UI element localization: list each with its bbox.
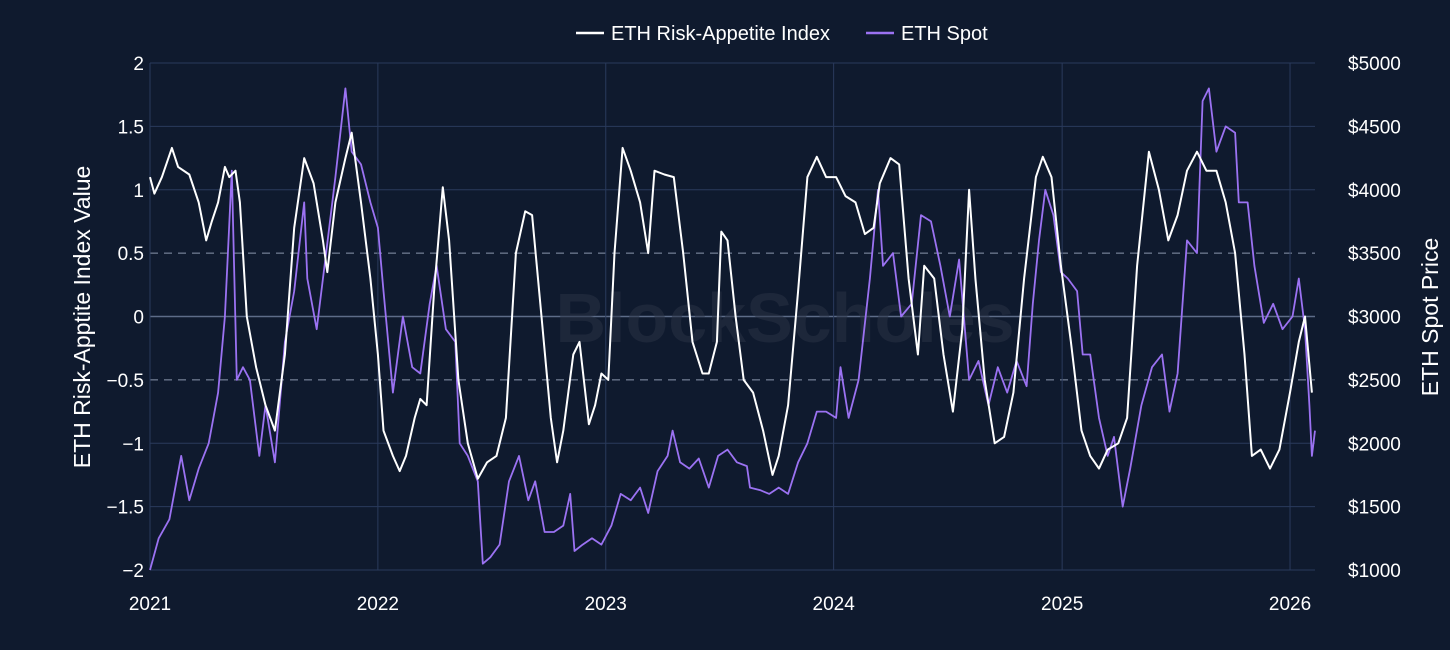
x-tick-label: 2022 [357, 594, 399, 615]
left-tick-label: −2 [122, 561, 144, 582]
left-tick-label: 1 [133, 181, 144, 202]
right-tick-label: $3500 [1348, 244, 1401, 265]
right-tick-label: $2000 [1348, 434, 1401, 455]
legend-label-eth-spot: ETH Spot [901, 23, 988, 45]
series-layer [149, 87, 1316, 571]
left-tick-label: −1 [122, 434, 144, 455]
right-axis: $1000 $1500 $2000 $2500 $3000 $3500 $4000 $4500… [1348, 54, 1401, 582]
right-tick-label: $2500 [1348, 371, 1401, 392]
left-axis: −2 −1.5 −1 −0.5 0 0.5 1 1.5 2 [106, 54, 144, 582]
left-tick-label: 1.5 [118, 117, 144, 138]
x-axis: 2021 2022 2023 2024 2025 2026 [129, 594, 1311, 615]
right-tick-label: $4000 [1348, 181, 1401, 202]
legend: ETH Risk-Appetite Index ETH Spot [576, 23, 988, 45]
right-tick-label: $1500 [1348, 498, 1401, 519]
left-tick-label: −0.5 [106, 371, 144, 392]
watermark: BlockScholes [555, 279, 1014, 357]
x-tick-label: 2021 [129, 594, 171, 615]
gridlines [149, 62, 1315, 571]
series-line-eth-spot [149, 87, 1316, 571]
left-axis-title: ETH Risk-Apptite Index Value [69, 166, 95, 469]
right-tick-label: $1000 [1348, 561, 1401, 582]
legend-label-risk-appetite: ETH Risk-Appetite Index [611, 23, 830, 45]
right-tick-label: $4500 [1348, 117, 1401, 138]
left-tick-label: 0 [133, 308, 144, 329]
left-tick-label: 2 [133, 54, 144, 75]
x-tick-label: 2024 [813, 594, 856, 615]
x-tick-label: 2026 [1269, 594, 1311, 615]
series-line-risk-appetite [149, 131, 1313, 480]
right-axis-title: ETH Spot Price [1417, 238, 1443, 397]
left-tick-label: 0.5 [118, 244, 144, 265]
right-tick-label: $5000 [1348, 54, 1401, 75]
left-tick-label: −1.5 [106, 498, 144, 519]
x-tick-label: 2023 [585, 594, 627, 615]
x-tick-label: 2025 [1041, 594, 1083, 615]
right-tick-label: $3000 [1348, 308, 1401, 329]
